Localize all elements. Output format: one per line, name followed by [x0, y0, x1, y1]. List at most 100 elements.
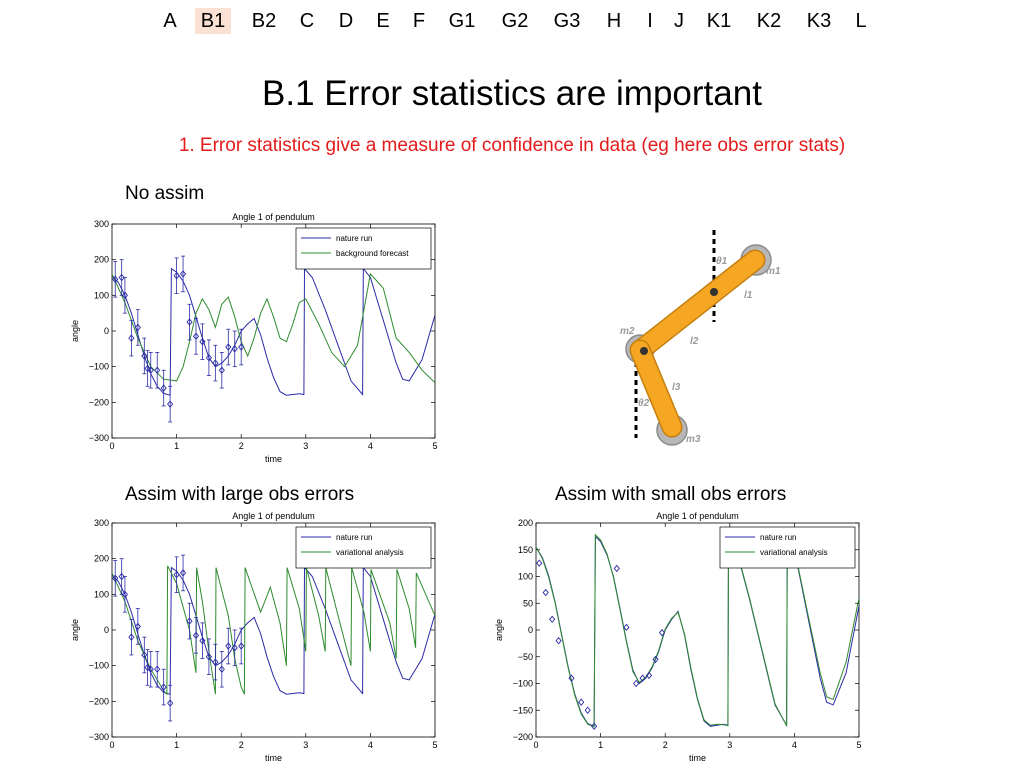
legend-label: nature run [336, 533, 372, 542]
double-pendulum-diagram: θ1 m1 l1 l2 m2 l3 θ2 m3 [620, 230, 781, 446]
nav-item-d[interactable]: D [338, 10, 354, 32]
top-navigation: A B1 B2 C D E F G1 G2 G3 H I J K1 K2 K3 L [0, 8, 1024, 34]
x-tick-label: 2 [239, 740, 244, 750]
chart-no-assim: Angle 1 of pendulum 0 1 2 3 4 5 −300 −200 −100 0 10… [70, 212, 438, 464]
y-tick-label: −200 [513, 732, 533, 742]
obs-point [154, 665, 161, 673]
label-m1: m1 [766, 266, 781, 277]
nav-item-f[interactable]: F [412, 10, 426, 32]
obs-point [225, 642, 232, 650]
chart-small-obs-errors: Angle 1 of pendulum 0 1 2 3 4 5 −200 −150 −100 −50… [494, 511, 862, 763]
obs-point [623, 623, 630, 632]
x-tick-label: 0 [109, 441, 114, 451]
obs-point [555, 636, 562, 645]
obs-point [584, 706, 591, 714]
y-tick-label: 100 [518, 572, 533, 582]
y-tick-label: 300 [94, 219, 109, 229]
caption-small-obs-errors: Assim with small obs errors [555, 484, 787, 505]
nav-item-a[interactable]: A [163, 10, 177, 32]
obs-point [231, 644, 238, 652]
y-tick-label: −300 [89, 732, 109, 742]
y-tick-label: −200 [89, 696, 109, 706]
obs-point [121, 590, 129, 599]
y-tick-label: 100 [94, 290, 109, 300]
y-axis-label: angle [70, 320, 80, 342]
nav-item-g2[interactable]: G2 [501, 10, 529, 32]
page-title: B.1 Error statistics are important [262, 74, 762, 113]
obs-point [192, 332, 200, 341]
obs-point [167, 400, 174, 408]
obs-point [568, 674, 575, 682]
y-tick-label: 200 [94, 255, 109, 265]
obs-point [205, 653, 212, 661]
obs-point [238, 343, 245, 351]
nav-item-k3[interactable]: K3 [806, 10, 832, 32]
obs-point [542, 588, 549, 597]
label-l1: l1 [744, 290, 753, 301]
y-tick-label: 100 [94, 589, 109, 599]
y-tick-label: 0 [528, 625, 533, 635]
x-tick-label: 5 [856, 740, 861, 750]
x-tick-label: 1 [598, 740, 603, 750]
obs-point [147, 665, 154, 673]
label-l3: l3 [672, 382, 681, 393]
legend-label: background forecast [336, 249, 409, 258]
x-tick-label: 4 [792, 740, 797, 750]
obs-point [154, 366, 161, 374]
obs-point [144, 364, 151, 373]
legend-box [719, 526, 856, 569]
obs-point [613, 564, 620, 573]
x-tick-label: 5 [432, 441, 437, 451]
obs-point [205, 354, 212, 362]
y-tick-label: 300 [94, 518, 109, 528]
caption-large-obs-errors: Assim with large obs errors [125, 484, 355, 505]
legend-label: nature run [760, 533, 796, 542]
y-tick-label: −300 [89, 433, 109, 443]
nav-item-k2[interactable]: K2 [756, 10, 782, 32]
x-tick-label: 3 [303, 441, 308, 451]
x-tick-label: 3 [727, 740, 732, 750]
nav-item-b1[interactable]: B1 [195, 8, 231, 34]
pendulum-arm-upper-fill [633, 251, 764, 358]
nav-item-b2[interactable]: B2 [251, 10, 277, 32]
obs-point [645, 671, 653, 680]
nav-item-k1[interactable]: K1 [706, 10, 732, 32]
nav-item-h[interactable]: H [606, 10, 622, 32]
obs-point [238, 642, 245, 650]
obs-point [134, 323, 141, 332]
label-theta2: θ2 [638, 398, 650, 409]
obs-point [112, 275, 119, 283]
nav-item-j[interactable]: J [674, 10, 684, 32]
obs-point [179, 569, 187, 577]
x-tick-label: 0 [109, 740, 114, 750]
series-line [112, 272, 435, 384]
obs-point [141, 651, 148, 659]
obs-point [192, 631, 200, 640]
pendulum-arm-lower-fill [631, 341, 681, 436]
nav-item-c[interactable]: C [299, 10, 315, 32]
nav-item-e[interactable]: E [376, 10, 390, 32]
nav-item-i[interactable]: I [647, 10, 653, 32]
obs-point [231, 345, 238, 353]
y-tick-label: 200 [518, 518, 533, 528]
label-m2: m2 [620, 326, 635, 337]
obs-point [199, 636, 206, 645]
page-subtitle: 1. Error statistics give a measure of co… [178, 135, 846, 156]
obs-point [633, 679, 640, 688]
obs-point [652, 655, 659, 664]
nav-item-l[interactable]: L [855, 10, 867, 32]
nav-item-g1[interactable]: G1 [448, 10, 476, 32]
x-tick-label: 5 [432, 740, 437, 750]
obs-point [167, 699, 174, 707]
obs-point [160, 683, 167, 691]
y-tick-label: 200 [94, 554, 109, 564]
nav-item-g3[interactable]: G3 [553, 10, 581, 32]
legend-label: variational analysis [336, 548, 404, 557]
obs-point [639, 674, 646, 682]
y-axis-label: angle [70, 619, 80, 641]
chart-title: Angle 1 of pendulum [656, 511, 739, 521]
obs-point [218, 366, 225, 374]
obs-point [128, 334, 135, 342]
x-tick-label: 1 [174, 740, 179, 750]
pivot-1 [710, 288, 718, 296]
